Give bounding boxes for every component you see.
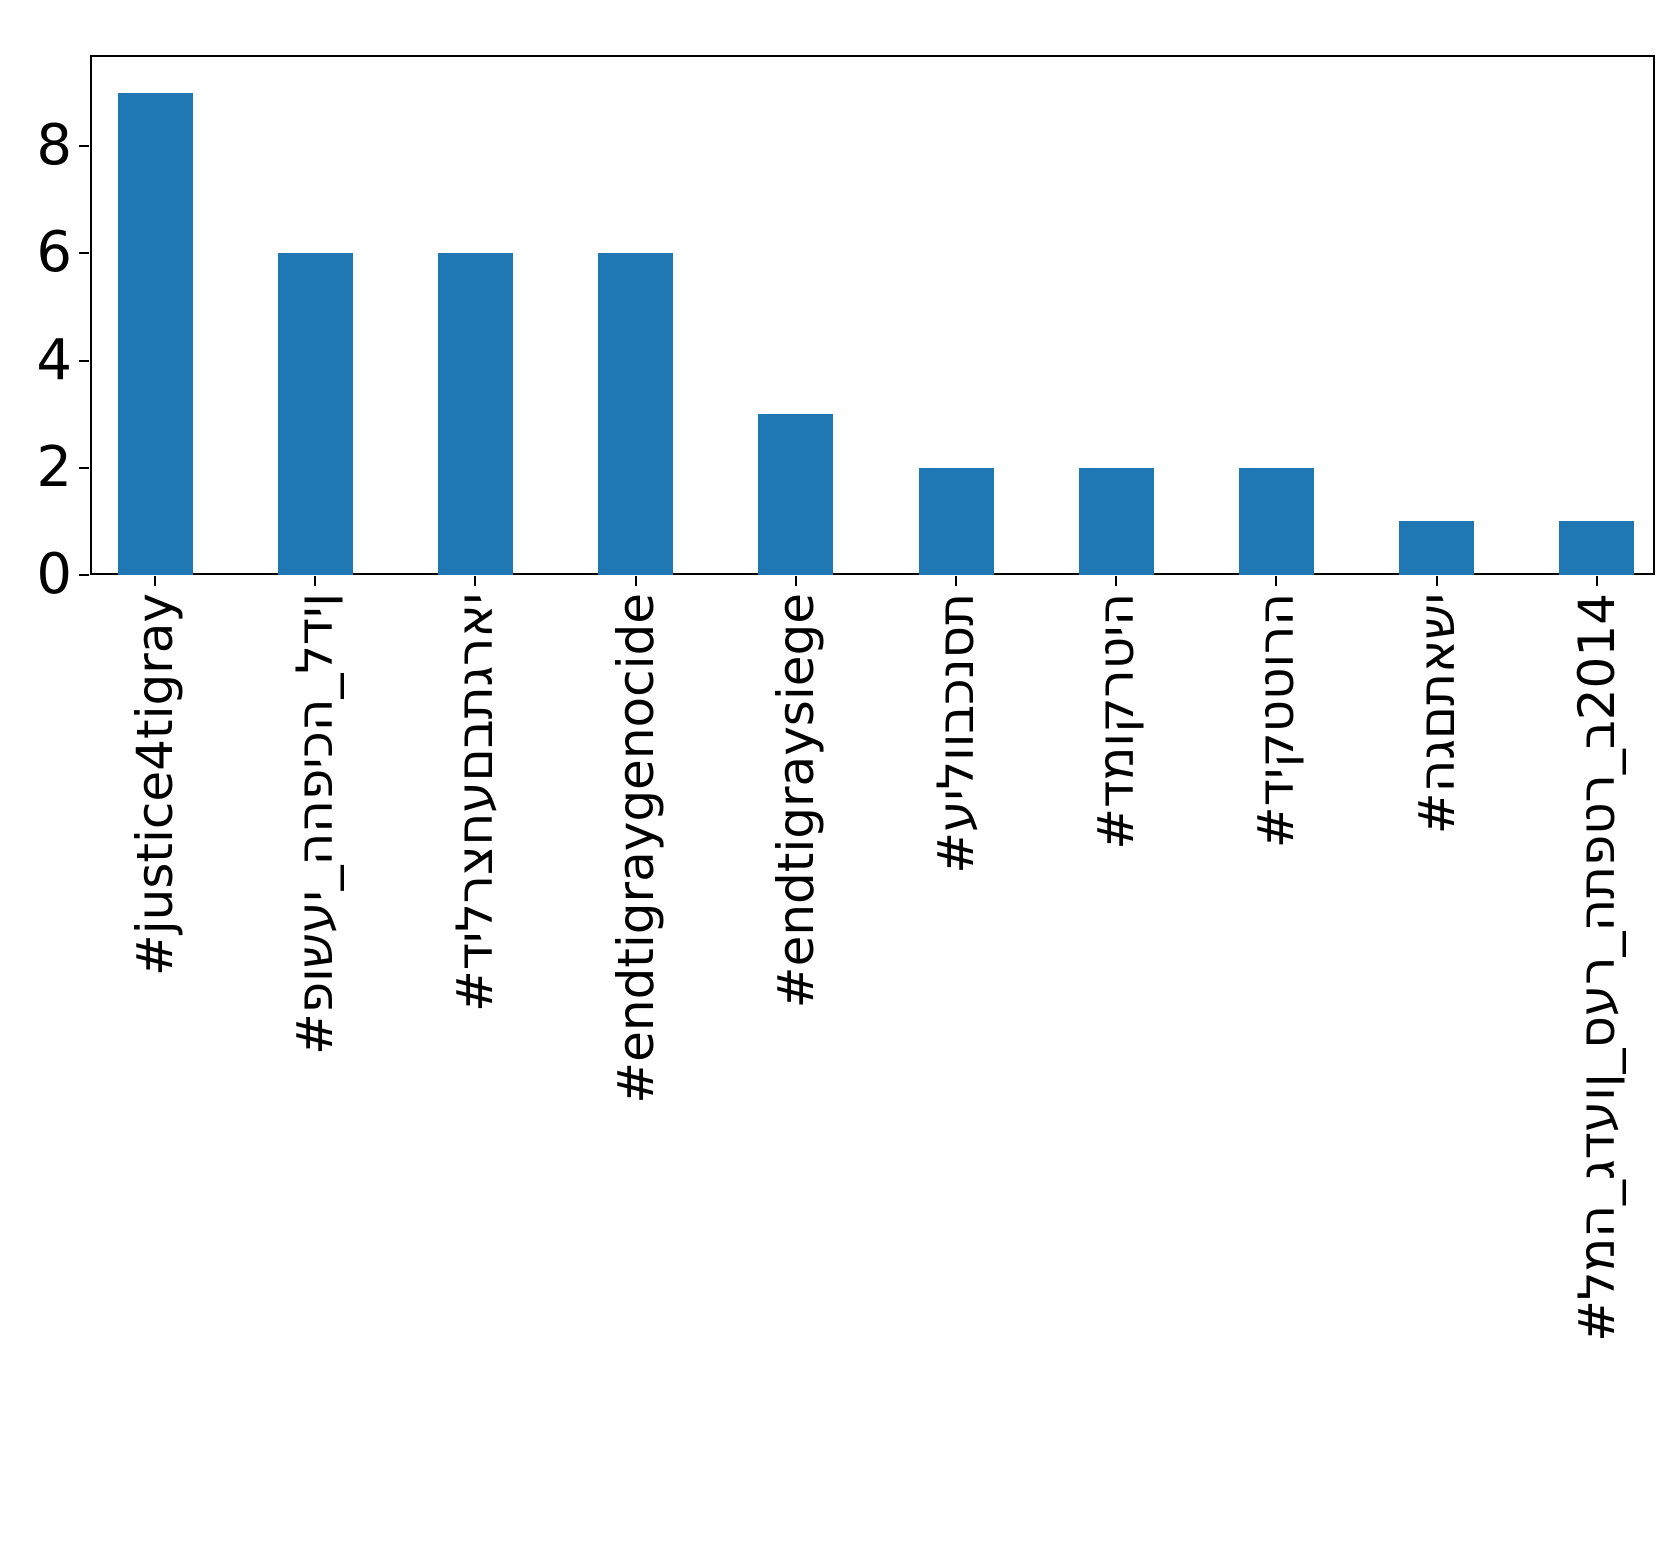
- bar: [1559, 521, 1634, 575]
- bar: [1399, 521, 1474, 575]
- x-tick-mark: [1436, 576, 1438, 586]
- x-tick-label: #דמוקרטיה: [1087, 593, 1145, 850]
- x-tick-mark: [635, 576, 637, 586]
- x-tick-label: #למה_גדעון_סער_התפטר_ב2014: [1568, 593, 1626, 1342]
- bar: [919, 468, 994, 575]
- x-tick-mark: [1275, 576, 1277, 586]
- x-tick-label: #endtigraysiege: [767, 593, 825, 1009]
- y-tick-mark: [79, 359, 89, 362]
- y-tick-mark: [79, 252, 89, 255]
- y-tick-mark: [79, 145, 89, 148]
- x-tick-label: #עילוובכנסת: [927, 593, 985, 874]
- bar: [758, 414, 833, 575]
- bar: [598, 253, 673, 575]
- x-tick-mark: [314, 576, 316, 586]
- x-tick-mark: [154, 576, 156, 586]
- y-tick-label: 2: [36, 435, 72, 500]
- y-tick-label: 6: [36, 220, 72, 285]
- x-tick-label: #דילרצחעםבתגראי: [446, 593, 504, 1013]
- x-tick-mark: [1115, 576, 1117, 586]
- x-tick-label: #הגםתאשי: [1408, 593, 1466, 835]
- y-tick-mark: [79, 466, 89, 469]
- x-tick-label: #endtigraygenocide: [607, 593, 665, 1104]
- bar: [278, 253, 353, 575]
- bar: [1239, 468, 1314, 575]
- x-tick-label: #דיקטטורה: [1247, 593, 1305, 849]
- x-tick-label: #justice4tigray: [126, 593, 184, 977]
- y-tick-label: 8: [36, 113, 72, 178]
- y-tick-label: 0: [36, 542, 72, 607]
- bar: [438, 253, 513, 575]
- y-tick-mark: [79, 574, 89, 576]
- x-tick-mark: [474, 576, 476, 586]
- x-tick-label: #פושעי_ההפיכה_לדין: [286, 593, 344, 1056]
- x-tick-mark: [955, 576, 957, 586]
- x-tick-mark: [795, 576, 797, 586]
- bar: [118, 93, 193, 575]
- y-tick-label: 4: [36, 328, 72, 393]
- bar: [1079, 468, 1154, 575]
- x-tick-mark: [1596, 576, 1598, 586]
